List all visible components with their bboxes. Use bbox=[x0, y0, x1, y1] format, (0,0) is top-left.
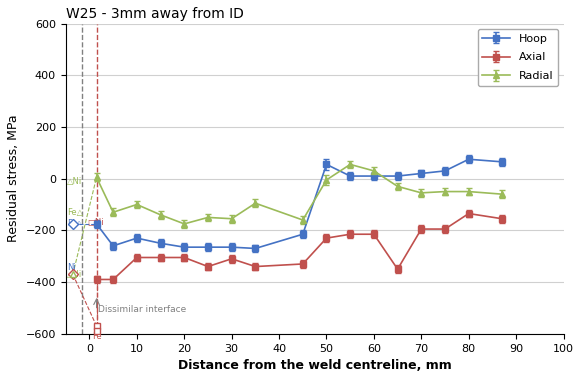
Text: □Ni: □Ni bbox=[87, 218, 103, 227]
X-axis label: Distance from the weld centreline, mm: Distance from the weld centreline, mm bbox=[178, 359, 451, 372]
Text: Dissimilar interface: Dissimilar interface bbox=[98, 305, 187, 314]
Text: Fe△: Fe△ bbox=[67, 208, 83, 217]
Text: △Ni: △Ni bbox=[67, 270, 82, 279]
Y-axis label: Residual stress, MPa: Residual stress, MPa bbox=[7, 115, 20, 243]
Text: Fe: Fe bbox=[92, 332, 101, 341]
Legend: Hoop, Axial, Radial: Hoop, Axial, Radial bbox=[478, 29, 558, 86]
Text: W25 - 3mm away from ID: W25 - 3mm away from ID bbox=[66, 7, 243, 21]
Text: △Ni: △Ni bbox=[67, 177, 82, 186]
Text: Fe◦: Fe◦ bbox=[67, 219, 81, 229]
Text: Ni: Ni bbox=[67, 263, 76, 273]
